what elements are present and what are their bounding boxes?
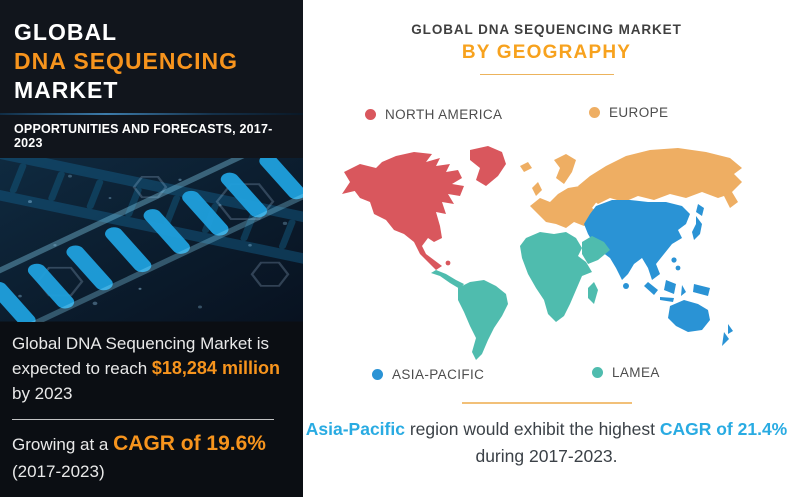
- stats-divider: [12, 419, 274, 420]
- key-stats-block: Global DNA Sequencing Market is expected…: [0, 321, 303, 497]
- title-line-market: MARKET: [14, 77, 119, 103]
- dna-helix-image: [0, 158, 303, 322]
- legend-item-north-america: NORTH AMERICA: [365, 107, 502, 122]
- growth-statement: Growing at a CAGR of 19.6% (2017-2023): [12, 430, 289, 485]
- map-region-europe: [520, 148, 742, 228]
- subtitle-underline: [479, 74, 614, 75]
- market-value-statement: Global DNA Sequencing Market is expected…: [12, 332, 289, 407]
- world-map-graphic: [342, 146, 742, 360]
- growth-highlight: CAGR of 19.6%: [113, 432, 266, 455]
- market-value-text-after: by 2023: [12, 383, 73, 403]
- growth-period: (2017-2023): [12, 462, 105, 481]
- title-line-global: GLOBAL: [14, 19, 118, 45]
- lamea-dot-icon: [592, 367, 603, 378]
- right-panel: GLOBAL DNA SEQUENCING MARKET BY GEOGRAPH…: [303, 0, 790, 497]
- map-region-north-america: [342, 146, 506, 270]
- title-line-dna-sequencing: DNA SEQUENCING: [14, 48, 238, 74]
- map-region-lamea: [431, 232, 610, 360]
- asia-pacific-dot-icon: [372, 369, 383, 380]
- report-subtitle: OPPORTUNITIES AND FORECASTS, 2017-2023: [14, 122, 273, 150]
- legend-label: ASIA-PACIFIC: [392, 367, 485, 382]
- legend-item-asia-pacific: ASIA-PACIFIC: [372, 367, 484, 382]
- legend-item-europe: EUROPE: [589, 105, 668, 120]
- footnote: Asia-Pacific region would exhibit the hi…: [303, 416, 790, 470]
- footnote-cagr-highlight: CAGR of 21.4%: [659, 419, 788, 439]
- footnote-divider: [461, 402, 632, 404]
- market-value-highlight: $18,284 million: [151, 358, 280, 378]
- world-map: [330, 142, 780, 362]
- footnote-period: during 2017-2023.: [475, 446, 618, 466]
- footnote-middle-text: region would exhibit the highest: [404, 419, 660, 439]
- europe-dot-icon: [589, 107, 600, 118]
- market-value-text-before: Global DNA Sequencing Market is expected…: [12, 333, 270, 379]
- by-geography-subtitle: BY GEOGRAPHY: [461, 42, 632, 63]
- legend-label: EUROPE: [609, 105, 669, 120]
- left-panel: GLOBAL DNA SEQUENCING MARKET OPPORTUNITI…: [0, 0, 303, 497]
- legend-label: NORTH AMERICA: [385, 107, 503, 122]
- footnote-region-highlight: Asia-Pacific: [305, 419, 405, 439]
- title-divider: [0, 113, 303, 115]
- dna-helix-graphic: [0, 158, 303, 322]
- growth-text-before: Growing at a: [12, 435, 114, 454]
- legend-label: LAMEA: [612, 365, 660, 380]
- legend-item-lamea: LAMEA: [592, 365, 660, 380]
- map-region-asia-pacific: [584, 200, 733, 346]
- report-title-block: GLOBAL DNA SEQUENCING MARKET OPPORTUNITI…: [0, 0, 303, 158]
- north-america-dot-icon: [365, 109, 376, 120]
- map-chart-title: GLOBAL DNA SEQUENCING MARKET: [411, 22, 682, 37]
